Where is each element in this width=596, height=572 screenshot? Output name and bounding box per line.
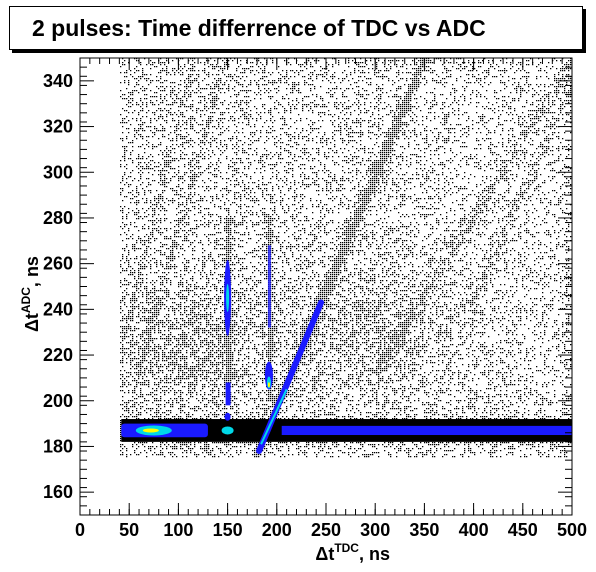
density-layer	[120, 58, 572, 458]
y-axis-title-sup: ADC	[19, 287, 33, 313]
y-axis-title: ΔtADC, ns	[19, 256, 42, 332]
chart-title: 2 pulses: Time differrence of TDC vs ADC	[32, 14, 486, 41]
x-tick-label: 350	[409, 520, 439, 540]
vertical-streak-150-core	[226, 283, 230, 312]
y-tick-label: 280	[43, 208, 73, 228]
x-axis-title-suffix: , ns	[359, 544, 390, 564]
x-tick-label: 500	[557, 520, 587, 540]
y-tick-label: 260	[43, 254, 73, 274]
x-tick-label: 100	[163, 520, 193, 540]
y-tick-label: 300	[43, 162, 73, 182]
band-blue	[281, 425, 572, 436]
x-tick-label: 450	[508, 520, 538, 540]
vertical-streak-192-upper	[267, 245, 271, 328]
y-tick-label: 340	[43, 71, 73, 91]
y-tick-label: 320	[43, 117, 73, 137]
diagonal-ridge-cyan	[260, 388, 288, 445]
x-tick-label: 200	[262, 520, 292, 540]
x-axis-title-sup: TDC	[334, 541, 359, 555]
y-axis-title-suffix: , ns	[22, 256, 42, 287]
y-tick-label: 180	[43, 436, 73, 456]
x-axis-title-main: Δt	[315, 544, 334, 564]
x-tick-label: 250	[311, 520, 341, 540]
y-tick-label: 240	[43, 299, 73, 319]
x-tick-label: 150	[213, 520, 243, 540]
vertical-streak-150-base	[225, 382, 231, 406]
band-spot-150	[221, 426, 234, 435]
x-axis-title: ΔtTDC, ns	[315, 541, 390, 564]
x-tick-label: 50	[119, 520, 139, 540]
y-axis-title-main: Δt	[22, 313, 42, 332]
y-axis: 160 180 200 220 240 260 280 300 320 340	[43, 57, 572, 516]
chart-title-box: 2 pulses: Time differrence of TDC vs ADC	[9, 6, 583, 50]
vertical-streak-192	[264, 361, 273, 390]
y-tick-label: 200	[43, 391, 73, 411]
x-tick-label: 300	[360, 520, 390, 540]
band-spot-150-upper	[224, 412, 231, 421]
hotspot-band-peak	[142, 428, 159, 433]
x-tick-label: 400	[459, 520, 489, 540]
x-tick-label: 0	[75, 520, 85, 540]
x-axis: 0 50 100 150 200 250 300 350 400 450 500	[75, 58, 587, 540]
hotspot-192-peak	[267, 382, 270, 388]
y-tick-label: 160	[43, 482, 73, 502]
y-tick-label: 220	[43, 345, 73, 365]
